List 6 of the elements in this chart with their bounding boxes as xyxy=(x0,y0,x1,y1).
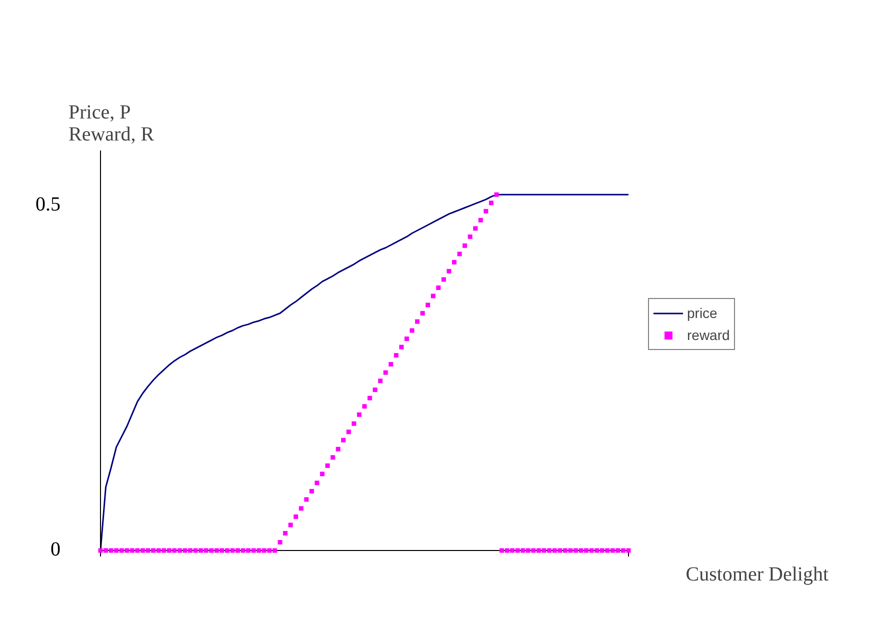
legend-label: reward xyxy=(687,327,730,343)
legend-label: price xyxy=(687,305,718,321)
y-tick-label: 0 xyxy=(50,538,60,560)
y-tick-label: 0.5 xyxy=(36,194,60,216)
x-axis-title: Customer Delight xyxy=(686,564,829,586)
y-axis-title: Price, P Reward, R xyxy=(68,102,155,146)
